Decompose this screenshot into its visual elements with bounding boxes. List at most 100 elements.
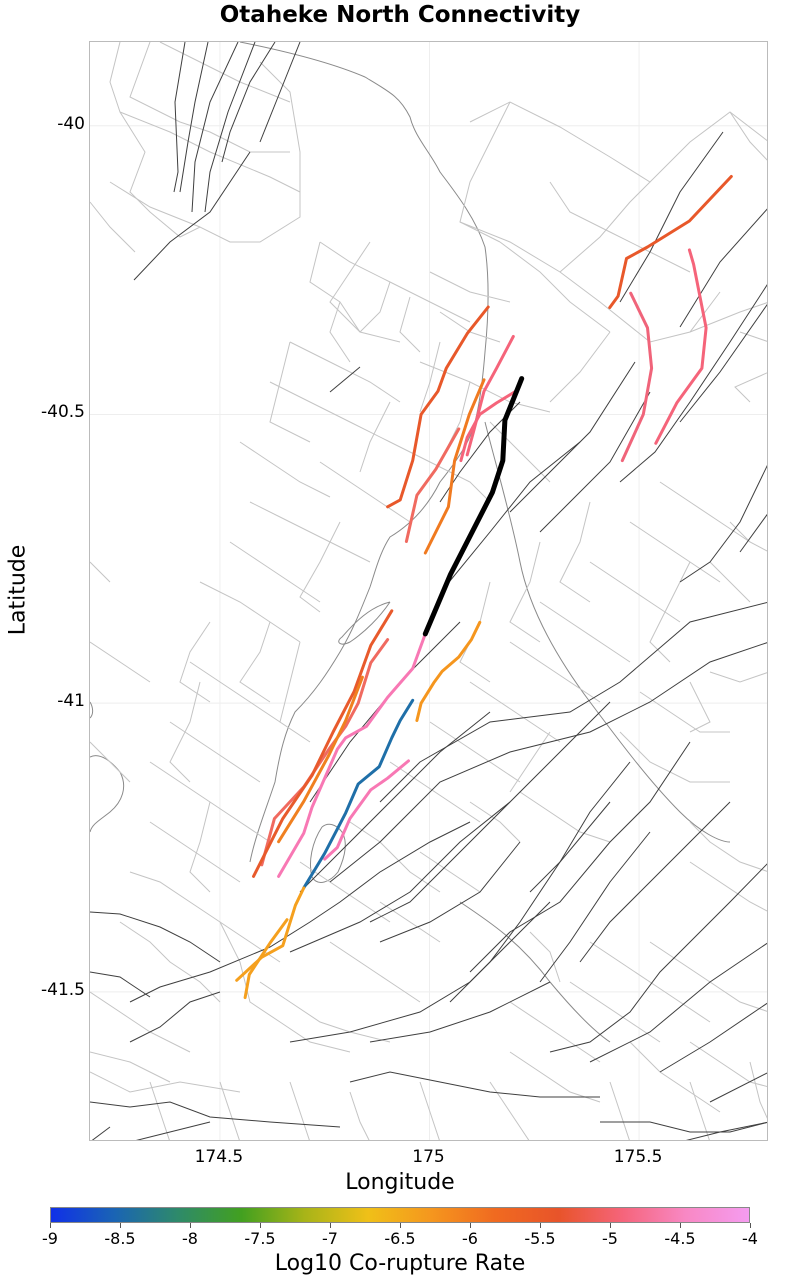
fault-section-outline [129,871,281,963]
fault-section-outline [219,921,351,1053]
y-tick-label: -41.5 [41,979,85,1000]
fault-trace [549,863,767,1053]
fault-section-outline [569,981,661,1043]
fault-section-outline [359,401,391,473]
fault-section-outline [90,561,111,583]
fault-trace [90,971,151,998]
coastline-kapiti [90,755,125,833]
fault-trace [469,741,691,973]
fault-section-outline [589,561,681,623]
fault-trace [509,361,636,513]
fault-section-outline [329,241,371,333]
colorbar-tick-label: -4 [742,1229,758,1248]
fault-section-outline [159,42,291,103]
fault-trace [129,991,221,1043]
fault-trace [619,284,767,483]
colorbar-tick-label: -6.5 [384,1229,416,1248]
fault-section-outline [90,1051,171,1083]
colorbar-tick-label: -8.5 [104,1229,136,1248]
fault-trace [259,42,301,143]
fault-trace [529,761,631,893]
fault-section-outline [419,851,481,893]
colorbar-tick-label: -8 [182,1229,198,1248]
fault-trace [133,151,251,281]
fault-trace [191,42,239,213]
fault-section-outline [689,861,767,912]
fault-section-outline [419,341,441,413]
fault-section-outline [519,791,611,843]
fault-section-outline [119,111,301,193]
fault-section-outline [90,641,151,683]
fault-section-outline [329,941,421,1003]
fault-section-outline [419,1081,440,1140]
fault-trace [369,981,551,1043]
fault-section-outline [459,101,511,243]
colorbar-tick-label: -7.5 [244,1229,276,1248]
fault-section-outline [279,641,311,743]
fault-section-outline [509,641,601,703]
connected-fault-trace [386,305,490,509]
fault-section-outline [439,311,501,343]
fault-section-outline [429,721,521,783]
fault-section-outline [189,801,211,893]
coastline-lake [459,901,611,1043]
fault-section-outline [149,1081,170,1140]
fault-section-outline [329,301,351,363]
fault-trace [329,642,767,883]
fault-section-outline [109,181,201,228]
connected-fault-trace [620,291,654,463]
connected-fault-trace [608,175,733,310]
fault-section-outline [729,521,767,552]
target-fault-layer [422,376,525,637]
fault-section-outline [169,721,261,783]
colorbar-tick-mark [260,1223,261,1228]
fault-trace [289,901,551,1043]
colorbar-tick-mark [120,1223,121,1228]
colorbar-tick-mark [750,1223,751,1228]
y-tick-label: -41 [57,691,85,712]
fault-section-outline [639,691,730,733]
fault-section-outline [469,801,521,843]
connected-fault-trace [323,759,410,861]
fault-trace [179,42,209,193]
fault-section-outline [729,111,767,161]
fault-section-outline [239,621,271,703]
fault-section-outline [559,501,591,603]
fault-trace [299,711,491,893]
fault-trace [619,131,724,303]
fault-section-outline [189,661,281,723]
fault-trace [369,701,611,923]
y-tick-label: -40.5 [41,402,85,423]
connected-faults [235,175,733,1000]
fault-trace [349,1071,600,1098]
fault-trace [289,801,511,953]
fault-section-outline [509,1001,601,1063]
connected-fault-trace [277,675,364,844]
fault-section-outline [229,541,321,603]
fault-section-outline [509,731,551,793]
chart-title: Otaheke North Connectivity [219,2,581,28]
fault-section-outlines [90,42,767,1140]
fault-section-outline [219,1081,240,1140]
fault-trace [173,42,186,193]
fault-section-outline [489,1081,530,1140]
fault-section-outline [399,296,421,353]
fault-section-outline [499,241,611,333]
fault-section-outline [239,441,331,498]
fault-section-outline [149,821,241,883]
colorbar-tick-label: -5.5 [524,1229,556,1248]
fault-section-outline [629,521,721,583]
coastline-wairarapa [484,421,731,843]
fault-section-outline [619,731,730,783]
fault-section-outline [489,421,551,483]
fault-section-outline [469,681,561,743]
connected-fault-trace [465,335,515,457]
fault-section-outline [709,561,751,603]
fault-section-outline [179,621,211,703]
map-plot-area[interactable] [89,41,768,1141]
fault-trace [221,42,276,163]
colorbar-tick-label: -6 [462,1229,478,1248]
fault-section-outline [549,331,611,403]
fault-section-outline [119,921,221,1003]
fault-section-outline [629,1041,721,1113]
